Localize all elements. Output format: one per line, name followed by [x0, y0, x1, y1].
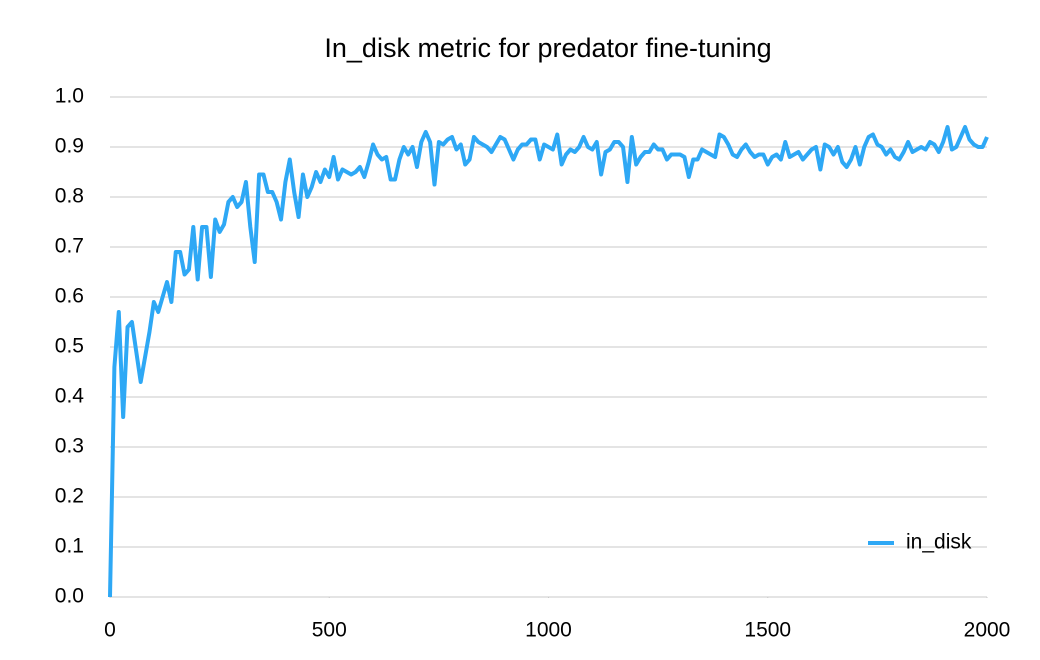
x-tick-label: 2000: [964, 619, 1011, 642]
y-tick-label: 0.1: [55, 535, 84, 558]
x-tick-label: 1000: [525, 619, 572, 642]
y-tick-label: 0.3: [55, 435, 84, 458]
y-tick-label: 0.5: [55, 335, 84, 358]
y-tick-label: 0.4: [55, 385, 85, 408]
y-tick-label: 0.8: [55, 185, 84, 208]
x-tick-label: 500: [312, 619, 347, 642]
y-tick-label: 0.9: [55, 135, 84, 158]
data-line: [108, 125, 989, 598]
legend-label: in_disk: [906, 531, 972, 554]
y-tick-label: 0.2: [55, 485, 84, 508]
chart-title: In_disk metric for predator fine-tuning: [324, 33, 771, 63]
y-tick-label: 1.0: [55, 85, 84, 108]
y-tick-label: 0.0: [55, 585, 84, 608]
y-tick-label: 0.7: [55, 235, 84, 258]
x-tick-label: 1500: [744, 619, 791, 642]
y-tick-label: 0.6: [55, 285, 84, 308]
x-tick-label: 0: [104, 619, 116, 642]
